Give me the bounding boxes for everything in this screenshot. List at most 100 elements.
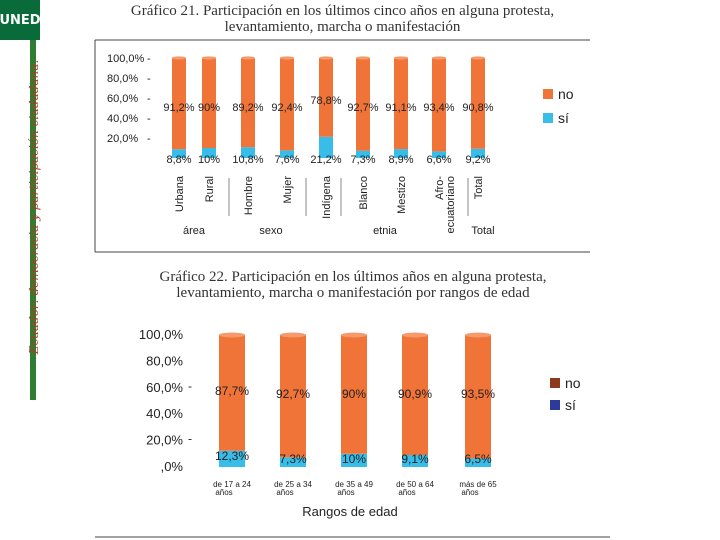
chart22-title-line1: Gráfico 22. Participación en los últimos…	[159, 269, 547, 285]
chart21-category-label: ecuatoriano	[445, 176, 457, 234]
chart21-y-tick-label: 100,0%	[107, 53, 145, 65]
chart21-bar-top-cap	[280, 56, 294, 60]
chart21-bar-si	[241, 147, 255, 158]
chart22-y-tick-label: 60,0%	[146, 380, 183, 395]
chart22-bar-si	[402, 454, 428, 467]
chart21-label-no: 93,4%	[423, 102, 454, 114]
chart21-legend-swatch	[543, 89, 553, 99]
chart21-bar-no	[241, 58, 255, 148]
chart22-label-no: 90,9%	[398, 387, 432, 401]
chart22-x-axis-label: Rangos de edad	[302, 504, 397, 519]
chart21-bar-si	[394, 149, 408, 158]
chart22-label-si: 12,3%	[215, 449, 249, 463]
chart22-label-si: 10%	[342, 452, 366, 466]
chart21-bar-no	[471, 58, 485, 149]
chart21-category-label: Urbana	[174, 175, 186, 212]
chart21-label-si: 10,8%	[232, 154, 263, 166]
chart22-bar-no	[402, 335, 428, 455]
chart22-legend-swatch	[550, 400, 560, 410]
chart21-title: Gráfico 21. Participación en los últimos…	[95, 3, 590, 35]
chart22-y-tick-mark: -	[188, 379, 192, 393]
chart22-bar-top-cap	[402, 332, 428, 338]
chart21-bar-si	[319, 136, 333, 158]
chart22-bar-no	[341, 335, 367, 454]
chart21-y-tick-mark: -	[147, 113, 151, 125]
chart21-label-si: 7,6%	[274, 154, 299, 166]
chart22-bar-top-cap	[219, 332, 245, 338]
chart22-bar-no	[280, 335, 306, 458]
chart21-bar-no	[202, 58, 216, 148]
chart21-label-si: 8,9%	[388, 154, 413, 166]
chart21-label-no: 91,1%	[385, 102, 416, 114]
chart21-bar-top-cap	[356, 56, 370, 60]
chart22-title: Gráfico 22. Participación en los últimos…	[93, 269, 613, 301]
chart21-label-si: 6,6%	[426, 154, 451, 166]
chart21-group-label: área	[183, 225, 206, 237]
chart21-bar-no	[280, 58, 294, 151]
chart21-bar-no	[394, 58, 408, 150]
chart22-y-tick-label: 20,0%	[146, 433, 183, 448]
chart21-y-tick-label: 80,0%	[107, 73, 138, 85]
chart21-label-no: 92,4%	[271, 102, 302, 114]
chart22-category-label-unit: años	[398, 488, 415, 497]
chart22-bar-no	[465, 335, 491, 459]
chart22-bar-si	[219, 450, 245, 467]
chart21-category-label: Afro-	[434, 176, 446, 200]
chart22-bar-si	[341, 453, 367, 467]
chart21-bar-si	[172, 149, 186, 158]
chart22-y-tick-label: ,0%	[161, 459, 184, 474]
chart21-label-no: 78,8%	[310, 95, 341, 107]
chart21-bar-no	[356, 58, 370, 151]
chart21-y-tick-label: 40,0%	[107, 113, 138, 125]
chart21-category-label: Total	[473, 176, 485, 199]
document-caption: Ecuador: democracia y participación ciud…	[27, 59, 41, 355]
chart21-bar-top-cap	[432, 56, 446, 60]
chart21-group-label: etnia	[373, 225, 398, 237]
chart21-bar-no	[172, 58, 186, 150]
chart22-label-si: 7,3%	[279, 452, 307, 466]
chart21-label-no: 92,7%	[347, 102, 378, 114]
chart21-bar-si	[202, 148, 216, 158]
chart21-group-label: sexo	[259, 225, 282, 237]
chart21-label-no: 91,2%	[163, 102, 194, 114]
chart21-label-si: 10%	[198, 154, 220, 166]
chart22-bar-top-cap	[341, 332, 367, 338]
chart21-category-label: Rural	[204, 176, 216, 202]
chart22-category-label: de 17 a 24	[213, 480, 251, 489]
chart21-bar-top-cap	[471, 56, 485, 60]
chart22-category-label-unit: años	[461, 488, 478, 497]
chart21-label-si: 9,2%	[465, 154, 490, 166]
chart21-bar-si	[356, 150, 370, 158]
chart21-bar-top-cap	[172, 56, 186, 60]
chart22-category-label: de 35 a 49	[335, 480, 373, 489]
chart21-y-tick-mark: -	[147, 133, 151, 145]
chart21-bar-top-cap	[202, 56, 216, 60]
chart22-label-si: 9,1%	[401, 452, 429, 466]
chart21-legend-swatch	[543, 113, 553, 123]
chart21-group-label: Total	[471, 225, 494, 237]
chart22-y-tick-mark: -	[188, 432, 192, 446]
chart21-label-si: 21,2%	[310, 154, 341, 166]
chart21-label-si: 8,8%	[166, 154, 191, 166]
chart22-label-no: 92,7%	[276, 387, 310, 401]
chart21-label-no: 89,2%	[232, 102, 263, 114]
chart21-bar-no	[319, 58, 333, 137]
chart22-title-line2: levantamiento, marcha o manifestación po…	[176, 285, 530, 301]
chart22-category-label: más de 65	[459, 480, 497, 489]
chart21-bar-si	[280, 150, 294, 158]
left-sidebar: UNED Ecuador: democracia y participación…	[0, 0, 41, 540]
chart22-label-si: 6,5%	[464, 452, 492, 466]
chart21-label-no: 90%	[198, 102, 220, 114]
chart21-legend-label: sí	[558, 110, 569, 126]
chart22-legend-label: no	[565, 375, 581, 391]
green-accent-strip	[30, 40, 36, 400]
chart21-bar-top-cap	[394, 56, 408, 60]
chart21-bar-no	[432, 58, 446, 152]
chart21-y-tick-label: 20,0%	[107, 133, 138, 145]
chart22-label-no: 93,5%	[461, 387, 495, 401]
chart22-label-no: 90%	[342, 387, 366, 401]
chart22-y-tick-label: 80,0%	[146, 353, 183, 368]
chart22-legend-label: sí	[565, 397, 576, 413]
chart21-legend-label: no	[558, 86, 574, 102]
chart21-bar-top-cap	[241, 56, 255, 60]
